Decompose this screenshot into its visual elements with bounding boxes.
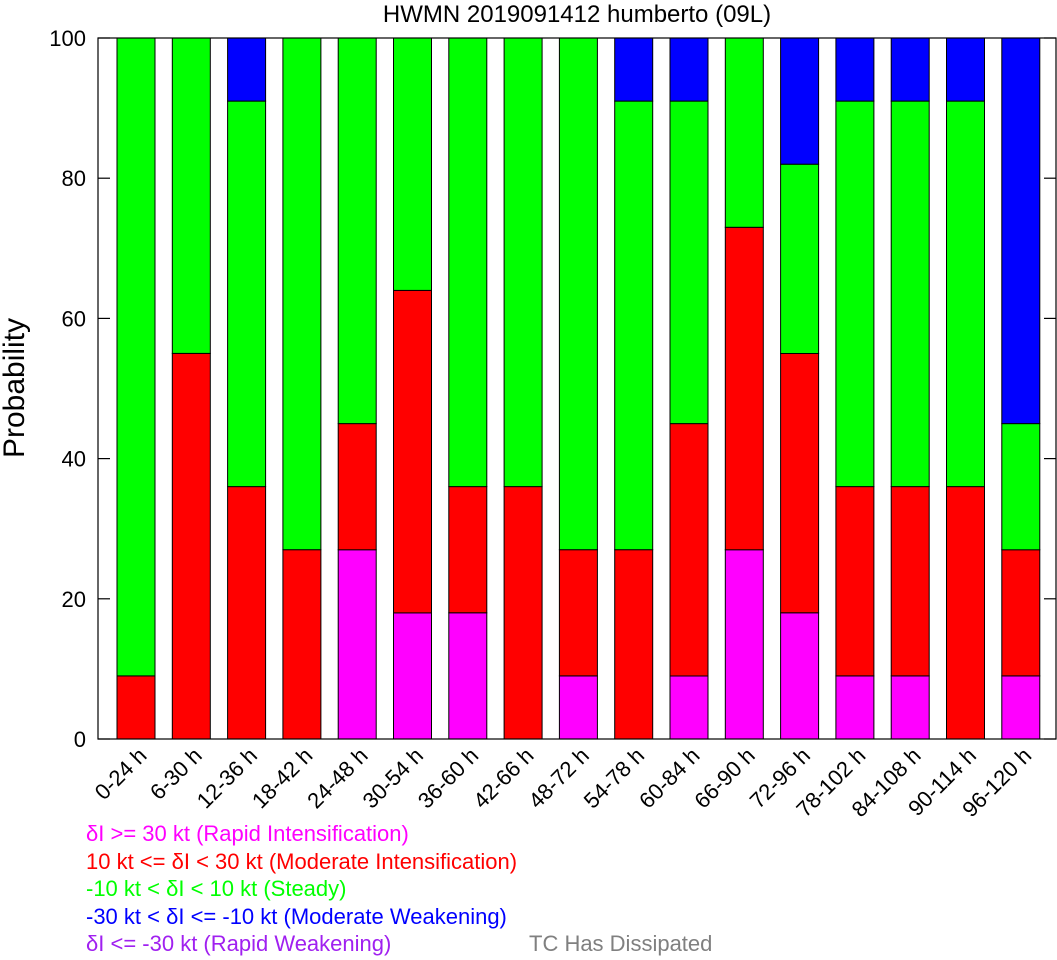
- bar-segment-steady: [171, 37, 211, 354]
- y-tick-label: 80: [62, 166, 86, 191]
- x-tick-label: 30-54 h: [358, 743, 428, 813]
- bar-segment-moderate-intensification: [227, 486, 267, 740]
- x-tick-label: 18-42 h: [247, 743, 317, 813]
- bar-segment-rapid-intensification: [780, 612, 820, 740]
- bar-segment-steady: [503, 37, 543, 488]
- bar-segment-moderate-intensification: [116, 675, 156, 740]
- bar-segment-steady: [669, 100, 709, 425]
- bar-segment-steady: [227, 100, 267, 488]
- bar-segment-steady: [890, 100, 930, 488]
- bar-segment-steady: [1001, 423, 1041, 551]
- y-tick-label: 20: [62, 587, 86, 612]
- x-tick-label: 12-36 h: [192, 743, 262, 813]
- bar-segment-moderate-intensification: [558, 549, 598, 677]
- y-axis-label: Probability: [0, 318, 31, 458]
- bar-segment-moderate-intensification: [835, 486, 875, 677]
- bar-segment-moderate-weakening: [614, 37, 654, 102]
- x-tick-label: 54-78 h: [579, 743, 649, 813]
- bar-segment-moderate-intensification: [448, 486, 488, 614]
- bar-segment-moderate-weakening: [780, 37, 820, 165]
- bar-segment-rapid-intensification: [835, 675, 875, 740]
- bar-segment-moderate-intensification: [669, 423, 709, 677]
- bar-segment-steady: [337, 37, 377, 425]
- bar-segment-rapid-intensification: [337, 549, 377, 740]
- bar-segment-steady: [780, 163, 820, 354]
- bar-segment-moderate-intensification: [724, 226, 764, 551]
- x-tick-label: 66-90 h: [689, 743, 759, 813]
- bar-segment-rapid-intensification: [558, 675, 598, 740]
- bar-segment-moderate-intensification: [171, 352, 211, 740]
- bar-segment-moderate-intensification: [503, 486, 543, 740]
- bar-segment-moderate-weakening: [227, 37, 267, 102]
- x-tick-label: 36-60 h: [413, 743, 483, 813]
- bar-segment-steady: [946, 100, 985, 488]
- bar-segment-steady: [448, 37, 488, 488]
- bar-segment-moderate-weakening: [890, 37, 930, 102]
- x-tick-label: 0-24 h: [90, 743, 152, 805]
- bar-segment-moderate-weakening: [835, 37, 875, 102]
- bar-segment-moderate-intensification: [946, 486, 985, 740]
- y-tick-label: 40: [62, 447, 86, 472]
- bar-segment-moderate-intensification: [614, 549, 654, 740]
- bars-group: [116, 37, 1041, 740]
- bar-segment-moderate-intensification: [393, 289, 432, 614]
- bar-segment-moderate-weakening: [669, 37, 709, 102]
- y-tick-label: 100: [49, 26, 86, 51]
- bar-segment-moderate-intensification: [1001, 549, 1041, 677]
- bar-segment-rapid-intensification: [669, 675, 709, 740]
- bar-segment-rapid-intensification: [448, 612, 488, 740]
- bar-segment-steady: [724, 37, 764, 228]
- x-tick-label: 48-72 h: [523, 743, 593, 813]
- bar-segment-moderate-intensification: [282, 549, 322, 740]
- bar-segment-rapid-intensification: [890, 675, 930, 740]
- bar-segment-rapid-intensification: [724, 549, 764, 740]
- chart-title: HWMN 2019091412 humberto (09L): [383, 1, 771, 28]
- y-tick-label: 0: [74, 727, 86, 752]
- bar-segment-moderate-intensification: [337, 423, 377, 551]
- x-tick-label: 42-66 h: [468, 743, 538, 813]
- x-tick-label: 60-84 h: [634, 743, 704, 813]
- bar-segment-steady: [393, 37, 432, 291]
- bar-segment-rapid-intensification: [393, 612, 432, 740]
- bar-segment-steady: [558, 37, 598, 551]
- bar-segment-steady: [835, 100, 875, 488]
- bar-segment-moderate-weakening: [1001, 37, 1041, 425]
- bar-segment-steady: [116, 37, 156, 677]
- x-tick-label: 24-48 h: [302, 743, 372, 813]
- plot-frame: [97, 37, 1057, 740]
- bar-segment-steady: [614, 100, 654, 551]
- bar-segment-rapid-intensification: [1001, 675, 1041, 740]
- bar-segment-steady: [282, 37, 322, 551]
- y-tick-label: 60: [62, 306, 86, 331]
- bar-segment-moderate-intensification: [890, 486, 930, 677]
- bar-segment-moderate-weakening: [946, 37, 985, 102]
- bar-segment-moderate-intensification: [780, 352, 820, 614]
